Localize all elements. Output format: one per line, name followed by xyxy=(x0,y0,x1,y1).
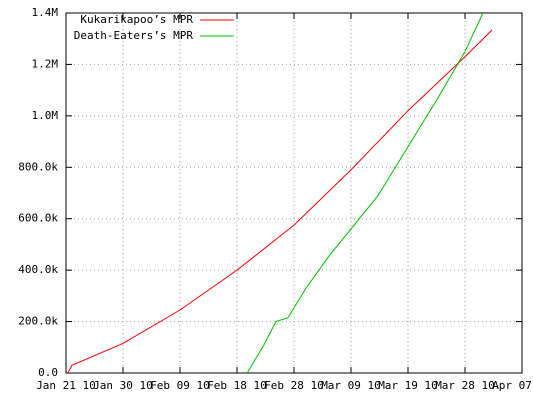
x-tick-label: Apr 07 10 xyxy=(492,379,533,392)
series-line xyxy=(67,29,493,374)
x-tick-label: Jan 30 10 xyxy=(93,379,153,392)
y-tick-label: 0.0 xyxy=(38,366,58,379)
x-tick-label: Mar 28 10 xyxy=(435,379,495,392)
x-tick-label: Mar 09 10 xyxy=(321,379,381,392)
legend-label: Kukarikapoo’s MPR xyxy=(80,13,193,26)
series-line xyxy=(246,12,484,374)
y-tick-label: 1.4M xyxy=(32,6,59,19)
legend-label: Death-Eaters’s MPR xyxy=(74,29,194,42)
y-tick-label: 400.0k xyxy=(18,263,58,276)
x-tick-label: Feb 09 10 xyxy=(150,379,210,392)
x-tick-label: Feb 28 10 xyxy=(264,379,324,392)
x-tick-label: Feb 18 10 xyxy=(207,379,267,392)
plot-border xyxy=(65,12,523,374)
y-tick-label: 800.0k xyxy=(18,160,58,173)
y-tick-label: 1.0M xyxy=(32,109,59,122)
x-tick-label: Mar 19 10 xyxy=(378,379,438,392)
y-tick-label: 1.2M xyxy=(32,57,59,70)
y-tick-label: 200.0k xyxy=(18,315,58,328)
y-tick-label: 600.0k xyxy=(18,212,58,225)
x-tick-label: Jan 21 10 xyxy=(36,379,96,392)
